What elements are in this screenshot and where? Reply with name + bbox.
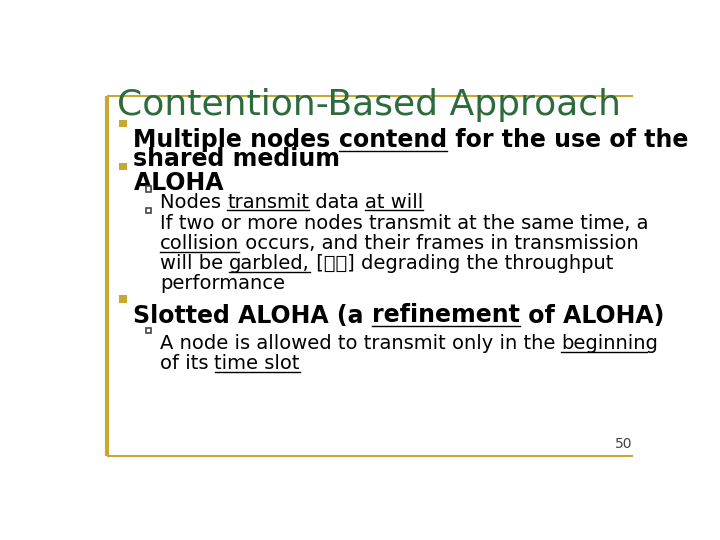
Text: [混亂] degrading the throughput: [混亂] degrading the throughput [310,254,613,273]
Text: garbled,: garbled, [229,254,310,273]
Text: 50: 50 [615,437,632,451]
Text: Slotted ALOHA (a: Slotted ALOHA (a [133,303,372,327]
Text: of its: of its [160,354,215,373]
Text: occurs, and their frames in transmission: occurs, and their frames in transmission [239,234,639,253]
Text: Contention-Based Approach: Contention-Based Approach [117,88,621,122]
Text: transmit: transmit [227,193,309,212]
Bar [145,186,151,192]
Text: data: data [309,193,365,212]
Bar [120,295,127,303]
Bar [145,328,151,333]
Text: refinement: refinement [372,303,520,327]
Text: shared medium: shared medium [133,147,341,171]
Text: contend: contend [339,128,447,152]
Text: If two or more nodes transmit at the same time, a: If two or more nodes transmit at the sam… [160,214,648,233]
Text: of ALOHA): of ALOHA) [520,303,665,327]
Bar [145,208,151,213]
Text: at will: at will [365,193,423,212]
Text: performance: performance [160,274,284,293]
Text: for the use of the: for the use of the [447,128,688,152]
Text: Multiple nodes: Multiple nodes [133,128,339,152]
Text: Nodes: Nodes [160,193,227,212]
Text: A node is allowed to transmit only in the: A node is allowed to transmit only in th… [160,334,562,353]
Text: beginning: beginning [562,334,658,353]
Bar [120,119,127,127]
Bar [120,163,127,170]
Text: will be: will be [160,254,229,273]
Text: ALOHA: ALOHA [133,171,224,195]
Text: collision: collision [160,234,239,253]
Text: time slot: time slot [215,354,300,373]
